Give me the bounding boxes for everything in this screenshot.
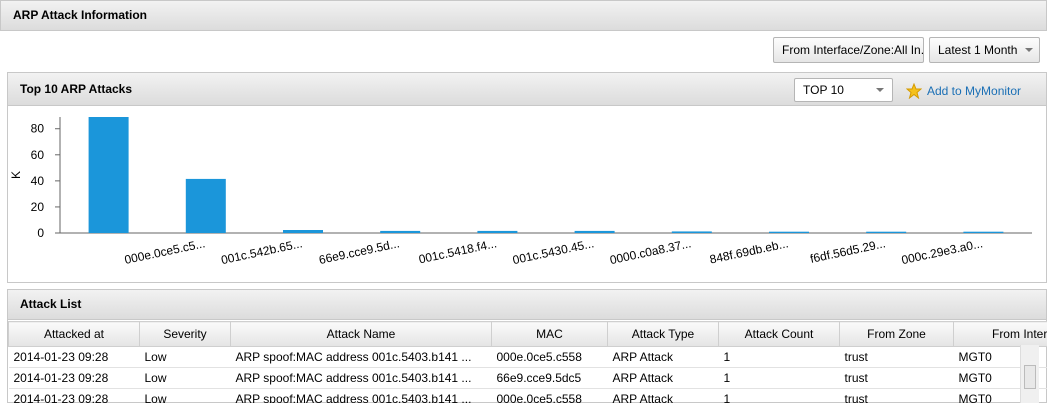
column-header[interactable]: Attacked at bbox=[8, 321, 140, 347]
top-select[interactable]: TOP 10 bbox=[794, 78, 893, 102]
y-tick-label: 20 bbox=[31, 200, 45, 214]
scrollbar[interactable] bbox=[1020, 345, 1039, 403]
x-tick-label: 001c.5418.f4... bbox=[417, 236, 498, 266]
table-cell: 2014-01-23 09:28 bbox=[13, 392, 109, 403]
table-cell: ARP spoof:MAC address 001c.5403.b141 ... bbox=[235, 350, 472, 364]
table-row: 2014-01-23 09:28 Low ARP spoof:MAC address… bbox=[8, 347, 1047, 368]
table-cell: trust bbox=[844, 371, 868, 385]
bar bbox=[963, 231, 1004, 233]
x-tick-label: 000c.29e3.a0... bbox=[900, 236, 984, 267]
x-tick-label: f6df.56d5.29... bbox=[809, 236, 887, 266]
x-tick-label: 001c.5430.45... bbox=[511, 236, 595, 267]
column-header[interactable]: MAC bbox=[491, 321, 608, 347]
table-cell: 1 bbox=[723, 350, 731, 364]
page-title: ARP Attack Information bbox=[13, 8, 148, 22]
table-cell: ARP spoof:MAC address 001c.5403.b141 ... bbox=[235, 371, 472, 385]
caret bbox=[1025, 48, 1034, 52]
table-cell: Low bbox=[144, 350, 167, 364]
select-text: TOP 10 bbox=[803, 83, 844, 97]
table-cell: 1 bbox=[723, 392, 731, 403]
table-cell: MGT0 bbox=[958, 371, 992, 385]
table-row: 2014-01-23 09:28 Low ARP spoof:MAC address… bbox=[9, 389, 1047, 403]
table-cell: ARP spoof:MAC address 001c.5403.b141 ... bbox=[235, 392, 472, 403]
link-text: Add to MyMonitor bbox=[927, 84, 1022, 98]
bar bbox=[574, 230, 615, 233]
y-tick-label: 60 bbox=[31, 148, 45, 162]
table-panel-header: Attack List bbox=[7, 289, 1047, 320]
caret bbox=[876, 88, 884, 92]
column-header[interactable]: Severity bbox=[139, 321, 231, 347]
table-cell: 66e9.cce9.5dc5 bbox=[496, 371, 582, 385]
bar bbox=[477, 230, 518, 233]
bar bbox=[185, 178, 226, 233]
bar bbox=[671, 231, 712, 233]
table-cell: 000e.0ce5.c558 bbox=[496, 392, 582, 403]
table-cell: 1 bbox=[723, 371, 731, 385]
table-cell: 2014-01-23 09:28 bbox=[13, 371, 109, 385]
scroll-thumb[interactable] bbox=[1024, 365, 1036, 389]
bar bbox=[769, 231, 809, 233]
panel-title: Attack List bbox=[20, 297, 82, 311]
table-row: 2014-01-23 09:28 Low ARP spoof:MAC address… bbox=[8, 368, 1047, 389]
add-monitor-link[interactable]: Add to MyMonitor bbox=[906, 82, 1021, 100]
table-cell: trust bbox=[844, 392, 868, 403]
y-tick-label: 0 bbox=[37, 226, 44, 240]
panel-title: Top 10 ARP Attacks bbox=[20, 82, 133, 96]
y-axis-label: K bbox=[9, 171, 23, 179]
column-header[interactable]: Attack Count bbox=[718, 321, 840, 347]
column-header[interactable]: Attack Type bbox=[607, 321, 719, 347]
bar bbox=[866, 231, 907, 233]
filter-text: Latest 1 Month bbox=[938, 43, 1018, 57]
y-tick-label: 80 bbox=[31, 122, 45, 136]
column-header[interactable]: Attack Name bbox=[230, 321, 492, 347]
table-cell: ARP Attack bbox=[612, 350, 673, 364]
table-cell: trust bbox=[844, 350, 868, 364]
table-cell: ARP Attack bbox=[612, 392, 673, 403]
table-cell: 000e.0ce5.c558 bbox=[496, 350, 582, 364]
table-cell: Low bbox=[144, 371, 167, 385]
table-cell: MGT0 bbox=[958, 392, 992, 403]
bar bbox=[88, 117, 129, 233]
table-cell: ARP Attack bbox=[612, 371, 673, 385]
table-cell: 2014-01-23 09:28 bbox=[13, 350, 109, 364]
attack-table: Attacked at Severity Attack Name MAC Attack … bbox=[8, 321, 1047, 403]
chart: K 0 20 40 60 80 000e.0ce5.c5... 001c.542b.65...… bbox=[9, 117, 1032, 267]
table-cell: MGT0 bbox=[958, 350, 992, 364]
bar bbox=[380, 230, 421, 233]
column-header[interactable]: From Zone bbox=[839, 321, 954, 347]
column-header[interactable]: From Interface bbox=[953, 321, 1047, 347]
header-row: Attacked at Severity Attack Name MAC Attack … bbox=[8, 321, 1047, 347]
y-tick-label: 40 bbox=[31, 174, 45, 188]
interface-filter[interactable]: From Interface/Zone:All In... bbox=[773, 37, 924, 63]
table-cell: Low bbox=[144, 392, 167, 403]
x-tick-label: 66e9.cce9.5d... bbox=[318, 236, 401, 267]
x-tick-label: 001c.542b.65... bbox=[220, 236, 304, 267]
filter-text: From Interface/Zone:All In... bbox=[782, 43, 924, 57]
x-tick-label: 0000.c0a8.37... bbox=[609, 236, 693, 267]
x-tick-label: 000e.0ce5.c5... bbox=[123, 236, 206, 267]
x-tick-label: 848f.69db.eb... bbox=[708, 236, 789, 266]
period-filter[interactable]: Latest 1 Month bbox=[929, 37, 1040, 63]
page-header: ARP Attack Information bbox=[0, 0, 1047, 31]
bar bbox=[283, 230, 323, 233]
star-icon bbox=[906, 83, 922, 99]
